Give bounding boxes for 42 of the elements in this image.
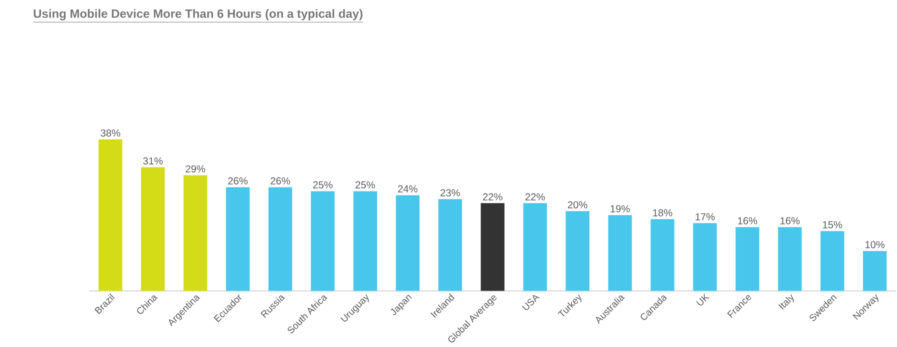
bar — [650, 219, 674, 291]
data-label: 18% — [653, 209, 672, 216]
data-label: 22% — [525, 193, 545, 200]
bar — [693, 223, 717, 291]
bar — [566, 211, 590, 291]
bar — [862, 250, 887, 291]
data-label: 22% — [483, 193, 502, 200]
data-label: 15% — [823, 221, 842, 228]
data-label: 10% — [865, 241, 885, 248]
chart-title: Using Mobile Device More Than 6 Hours (on a typical day) — [34, 9, 362, 20]
x-tick-label: Italy — [778, 294, 794, 310]
data-label: 25% — [356, 181, 375, 188]
data-label: 19% — [610, 205, 630, 212]
bar — [310, 191, 335, 291]
data-label: 26% — [228, 177, 248, 184]
bar — [608, 215, 632, 291]
data-label: 24% — [398, 185, 418, 192]
bar — [438, 199, 462, 291]
data-label: 26% — [270, 177, 290, 184]
data-label: 29% — [186, 165, 206, 172]
data-label: 25% — [313, 181, 332, 188]
bar — [141, 167, 165, 291]
bar — [353, 191, 378, 291]
bar — [184, 175, 208, 291]
data-label: 23% — [440, 189, 460, 196]
bar — [820, 231, 844, 291]
bar — [523, 203, 547, 291]
data-label: 38% — [100, 129, 120, 137]
x-tick-label: UK — [696, 293, 710, 306]
data-label: 16% — [738, 217, 758, 224]
data-label: 16% — [780, 217, 800, 224]
bar — [226, 187, 250, 291]
data-label: 17% — [696, 213, 715, 220]
bar — [736, 227, 760, 291]
data-label: 20% — [568, 201, 588, 208]
bar — [98, 139, 122, 291]
bar — [268, 187, 292, 291]
bar — [396, 195, 420, 291]
bar — [778, 227, 802, 291]
bar — [480, 203, 504, 291]
data-label: 31% — [143, 157, 163, 164]
x-tick-label: USA — [522, 294, 540, 310]
